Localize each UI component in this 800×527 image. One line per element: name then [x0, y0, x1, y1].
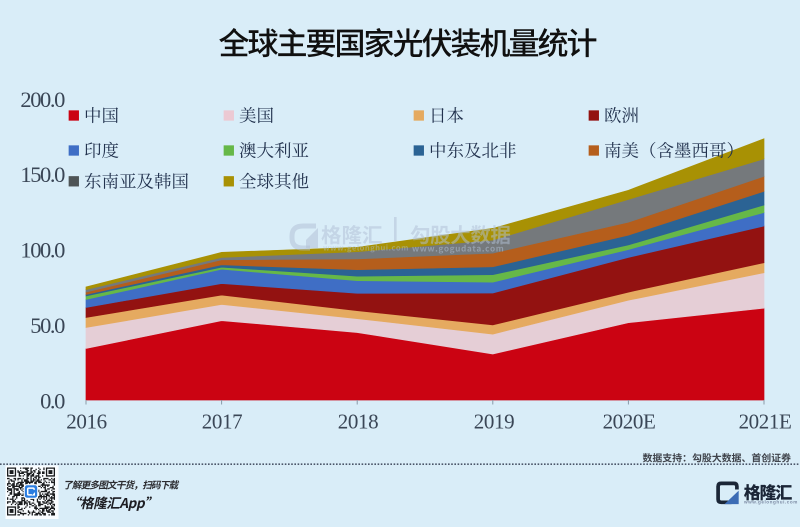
svg-text:2019: 2019	[474, 410, 514, 434]
svg-text:www.gelonghui.com: www.gelonghui.com	[743, 500, 798, 505]
svg-text:2021E: 2021E	[739, 410, 792, 434]
svg-text:2016: 2016	[66, 410, 106, 434]
svg-text:2018: 2018	[338, 410, 378, 434]
svg-text:50.0: 50.0	[30, 313, 65, 338]
svg-text:100.0: 100.0	[20, 238, 65, 263]
svg-text:2020E: 2020E	[603, 410, 656, 434]
svg-text:2017: 2017	[202, 410, 242, 434]
svg-text:0.0: 0.0	[40, 388, 65, 413]
svg-text:200.0: 200.0	[20, 87, 65, 112]
svg-text:150.0: 150.0	[20, 162, 65, 187]
